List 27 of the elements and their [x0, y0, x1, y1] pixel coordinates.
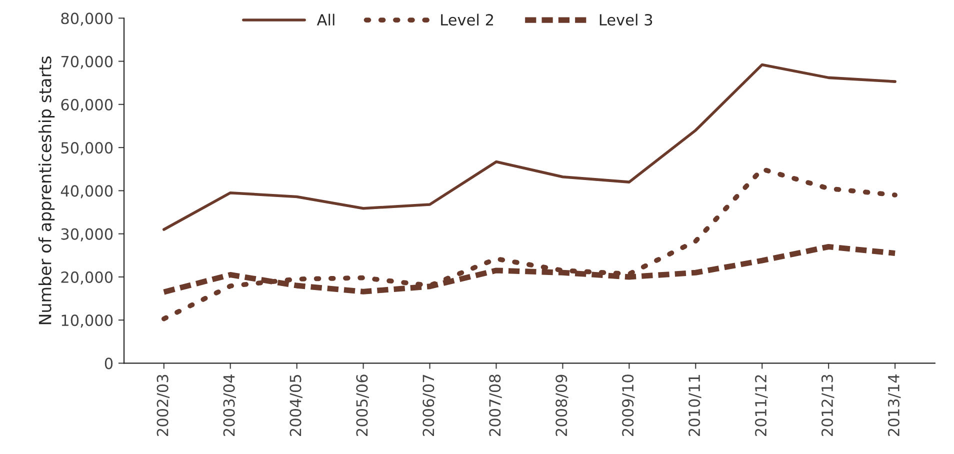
x-tick-label: 2006/07 — [422, 374, 436, 436]
y-tick-label: 30,000 — [61, 228, 113, 242]
x-tick-label: 2012/13 — [821, 374, 834, 436]
x-tick-label: 2007/08 — [489, 374, 502, 436]
y-tick-label: 80,000 — [61, 12, 113, 26]
x-tick-label: 2002/03 — [156, 374, 170, 436]
x-tick-label: 2003/04 — [223, 374, 236, 436]
x-tick-label: 2013/14 — [888, 374, 901, 436]
x-tick-label: 2004/05 — [290, 374, 302, 436]
y-tick-label: 60,000 — [61, 98, 113, 112]
y-tick-label: 20,000 — [61, 271, 113, 285]
line-series — [162, 63, 896, 231]
x-tick-label: 2005/06 — [356, 374, 369, 436]
x-tick-label: 2010/11 — [688, 375, 702, 436]
y-tick-label: 0 — [104, 358, 113, 370]
line-series — [161, 166, 898, 322]
y-tick-label: 40,000 — [60, 185, 113, 198]
x-tick-label: 2009/10 — [622, 374, 635, 436]
y-axis-title: Number of apprenticeship starts — [38, 56, 55, 324]
x-tick-label: 2008/09 — [556, 374, 568, 436]
y-tick-label: 70,000 — [61, 56, 113, 69]
legend-label: Level 2 — [441, 14, 493, 26]
y-tick-label: 10,000 — [62, 314, 113, 328]
x-tick-label: 2011/12 — [754, 375, 768, 436]
legend-label: All — [316, 14, 334, 26]
legend-label: Level 3 — [600, 14, 652, 26]
y-tick-label: 50,000 — [61, 142, 113, 156]
